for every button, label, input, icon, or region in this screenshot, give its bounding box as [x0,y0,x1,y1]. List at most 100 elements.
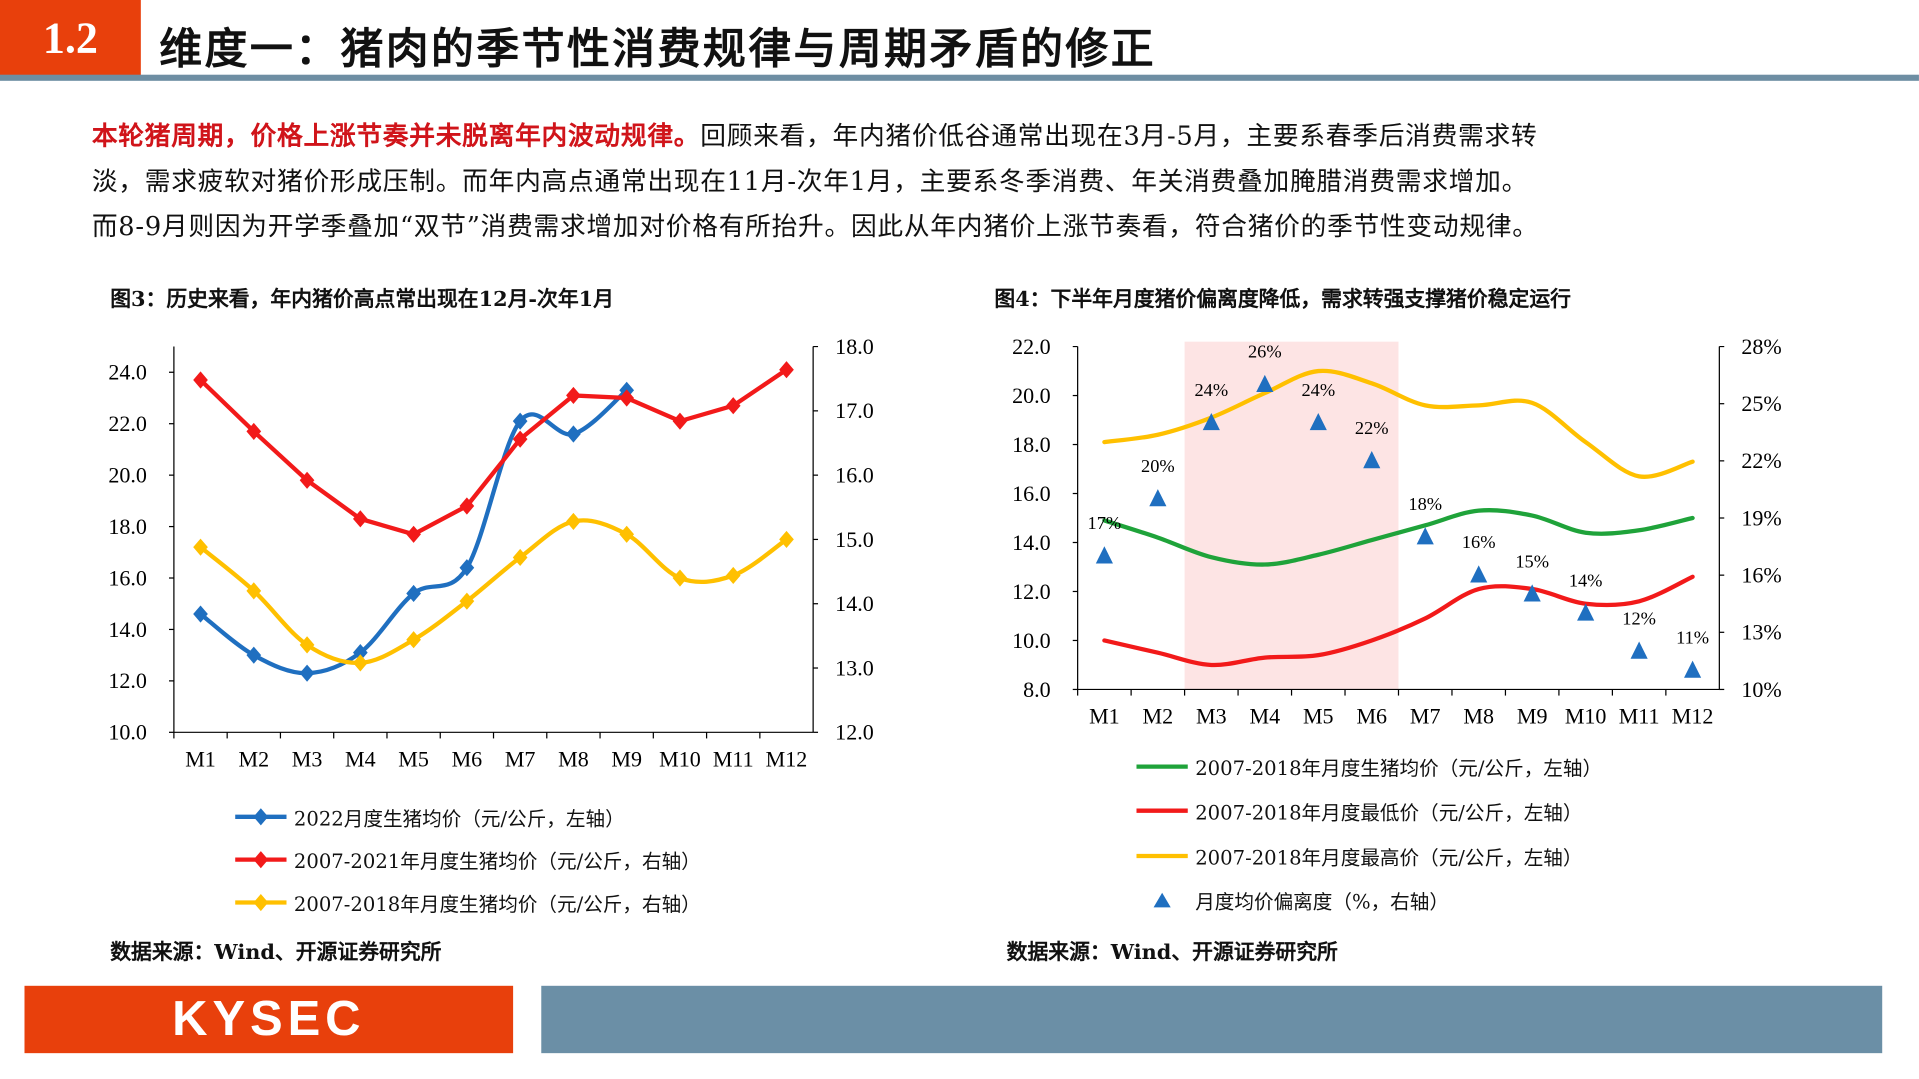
x-axis-tick-label: M12 [1672,704,1714,729]
x-axis-tick-label: M6 [452,747,483,772]
legend-swatch [1136,853,1188,858]
x-axis-tick-label: M8 [1463,704,1494,729]
data-point-diamond [299,636,315,654]
x-axis-tick-label: M7 [1410,704,1441,729]
slide-title: 维度一：猪肉的季节性消费规律与周期矛盾的修正 [159,24,1157,75]
data-label: 14% [1569,570,1603,590]
left-axis-tick-label: 20.0 [108,462,147,487]
paragraph-line-2: 淡，需求疲软对猪价形成压制。而年内高点通常出现在11月-次年1月，主要系冬季消费… [91,166,1529,196]
legend-label: 2007-2018年月度最高价（元/公斤，左轴） [1195,845,1583,870]
data-point-diamond [352,644,368,662]
data-point-diamond [672,569,688,587]
data-label: 11% [1676,627,1709,647]
data-point-diamond [246,422,262,440]
right-axis-tick-label: 17.0 [835,398,874,423]
fig3-legend: 2022月度生猪均价（元/公斤，左轴） 2007-2021年月度生猪均价（元/公斤… [235,796,701,923]
right-axis-tick-label: 25% [1741,391,1781,416]
section-number: 1.2 [0,0,141,76]
data-point-diamond [406,631,421,649]
left-axis-tick-label: 16.0 [108,565,147,590]
fig3-source: 数据来源：Wind、开源证券研究所 [110,940,442,965]
data-point-triangle [1684,660,1702,678]
series-line-1 [198,367,789,537]
left-axis-tick-label: 10.0 [108,720,147,745]
data-label: 24% [1301,380,1335,400]
data-point-diamond [299,664,315,682]
right-axis-tick-label: 16.0 [835,462,874,487]
right-axis-tick-label: 15.0 [835,527,874,552]
x-axis-tick-label: M5 [398,747,429,772]
left-axis-tick-label: 24.0 [108,360,147,385]
x-axis-tick-label: M6 [1356,704,1387,729]
data-point-triangle [1630,641,1648,659]
data-point-diamond [193,371,208,389]
data-point-triangle [1256,374,1274,393]
left-axis-tick-label: 18.0 [1012,432,1051,457]
data-label: 24% [1195,380,1229,400]
paragraph-line-1: 本轮猪周期，价格上涨节奏并未脱离年内波动规律。回顾来看，年内猪价低谷通常出现在3… [92,116,1538,153]
data-label: 26% [1248,342,1282,362]
legend-label: 2007-2018年月度最低价（元/公斤，左轴） [1195,801,1583,825]
x-axis-tick-label: M2 [238,747,269,772]
legend-item: 月度均价偏离度（%，右轴） [1136,878,1602,922]
legend-label: 2007-2018年月度生猪均价（元/公斤，左轴） [1195,756,1603,781]
left-axis-tick-label: 22.0 [1012,334,1051,359]
x-axis-tick-label: M3 [1196,704,1227,729]
legend-label: 2007-2018年月度生猪均价（元/公斤，右轴） [293,892,701,916]
kysec-logo: KYSEC [24,985,514,1054]
title-divider [0,74,1919,81]
data-label: 17% [1088,513,1122,533]
left-axis-tick-label: 12.0 [108,668,147,693]
left-axis-tick-label: 14.0 [108,617,147,642]
data-point-triangle [1149,489,1167,507]
x-axis-tick-label: M3 [292,747,323,772]
left-axis-tick-label: 22.0 [108,411,147,436]
data-label: 16% [1462,532,1496,552]
legend-swatch [1136,809,1188,814]
left-axis-tick-label: 18.0 [108,514,147,539]
data-label: 22% [1355,418,1389,438]
data-point-triangle [1416,527,1434,545]
footer-bar [541,985,1883,1054]
x-axis-tick-label: M1 [1089,704,1120,729]
data-label: 15% [1515,551,1549,571]
data-point-diamond [352,510,368,528]
series-line-0 [1102,508,1695,567]
paragraph-line-3: 而8-9月则因为开学季叠加“双节”消费需求增加对价格有所抬升。因此从年内猪价上涨… [91,211,1539,242]
data-point-diamond [406,525,421,543]
left-axis-tick-label: 8.0 [1023,677,1051,702]
data-point-diamond [725,566,741,585]
x-axis-tick-label: M5 [1303,704,1334,729]
data-point-triangle [1470,565,1488,583]
data-point-diamond [246,646,262,664]
left-axis-tick-label: 14.0 [1012,530,1051,555]
data-label: 12% [1622,608,1656,628]
legend-item: 2007-2018年月度生猪均价（元/公斤，右轴） [235,881,701,923]
x-axis-tick-label: M10 [659,747,701,772]
x-axis-tick-label: M9 [611,747,642,772]
legend-label: 2007-2021年月度生猪均价（元/公斤，右轴） [293,849,701,874]
right-axis-tick-label: 14.0 [835,591,874,616]
data-point-diamond [459,592,475,610]
legend-item: 2007-2018年月度最高价（元/公斤，左轴） [1136,833,1602,877]
right-axis-tick-label: 13% [1741,620,1781,645]
x-axis-tick-label: M7 [505,747,536,772]
highlight-text: 本轮猪周期，价格上涨节奏并未脱离年内波动规律。 [91,120,701,151]
data-point-diamond [566,512,581,531]
legend-label: 月度均价偏离度（%，右轴） [1195,890,1449,914]
data-point-diamond [352,654,368,672]
data-point-diamond [672,412,688,430]
left-axis-tick-label: 12.0 [1012,579,1051,604]
legend-swatch [235,851,287,869]
fig3-chart: 10.0 12.0 14.0 16.0 18.0 20.0 22.0 24.0 12.0 13.0… [108,334,874,772]
right-axis-tick-label: 18.0 [835,334,874,359]
legend-swatch [1136,764,1188,769]
data-point-triangle [1523,584,1541,602]
x-axis-tick-label: M1 [185,747,216,772]
fig4-source: 数据来源：Wind、开源证券研究所 [1006,940,1338,965]
left-axis-tick-label: 10.0 [1012,628,1051,653]
right-axis-tick-label: 22% [1741,448,1781,473]
x-axis-tick-label: M11 [713,747,754,772]
data-point-triangle [1309,412,1327,431]
data-point-diamond [459,559,475,577]
